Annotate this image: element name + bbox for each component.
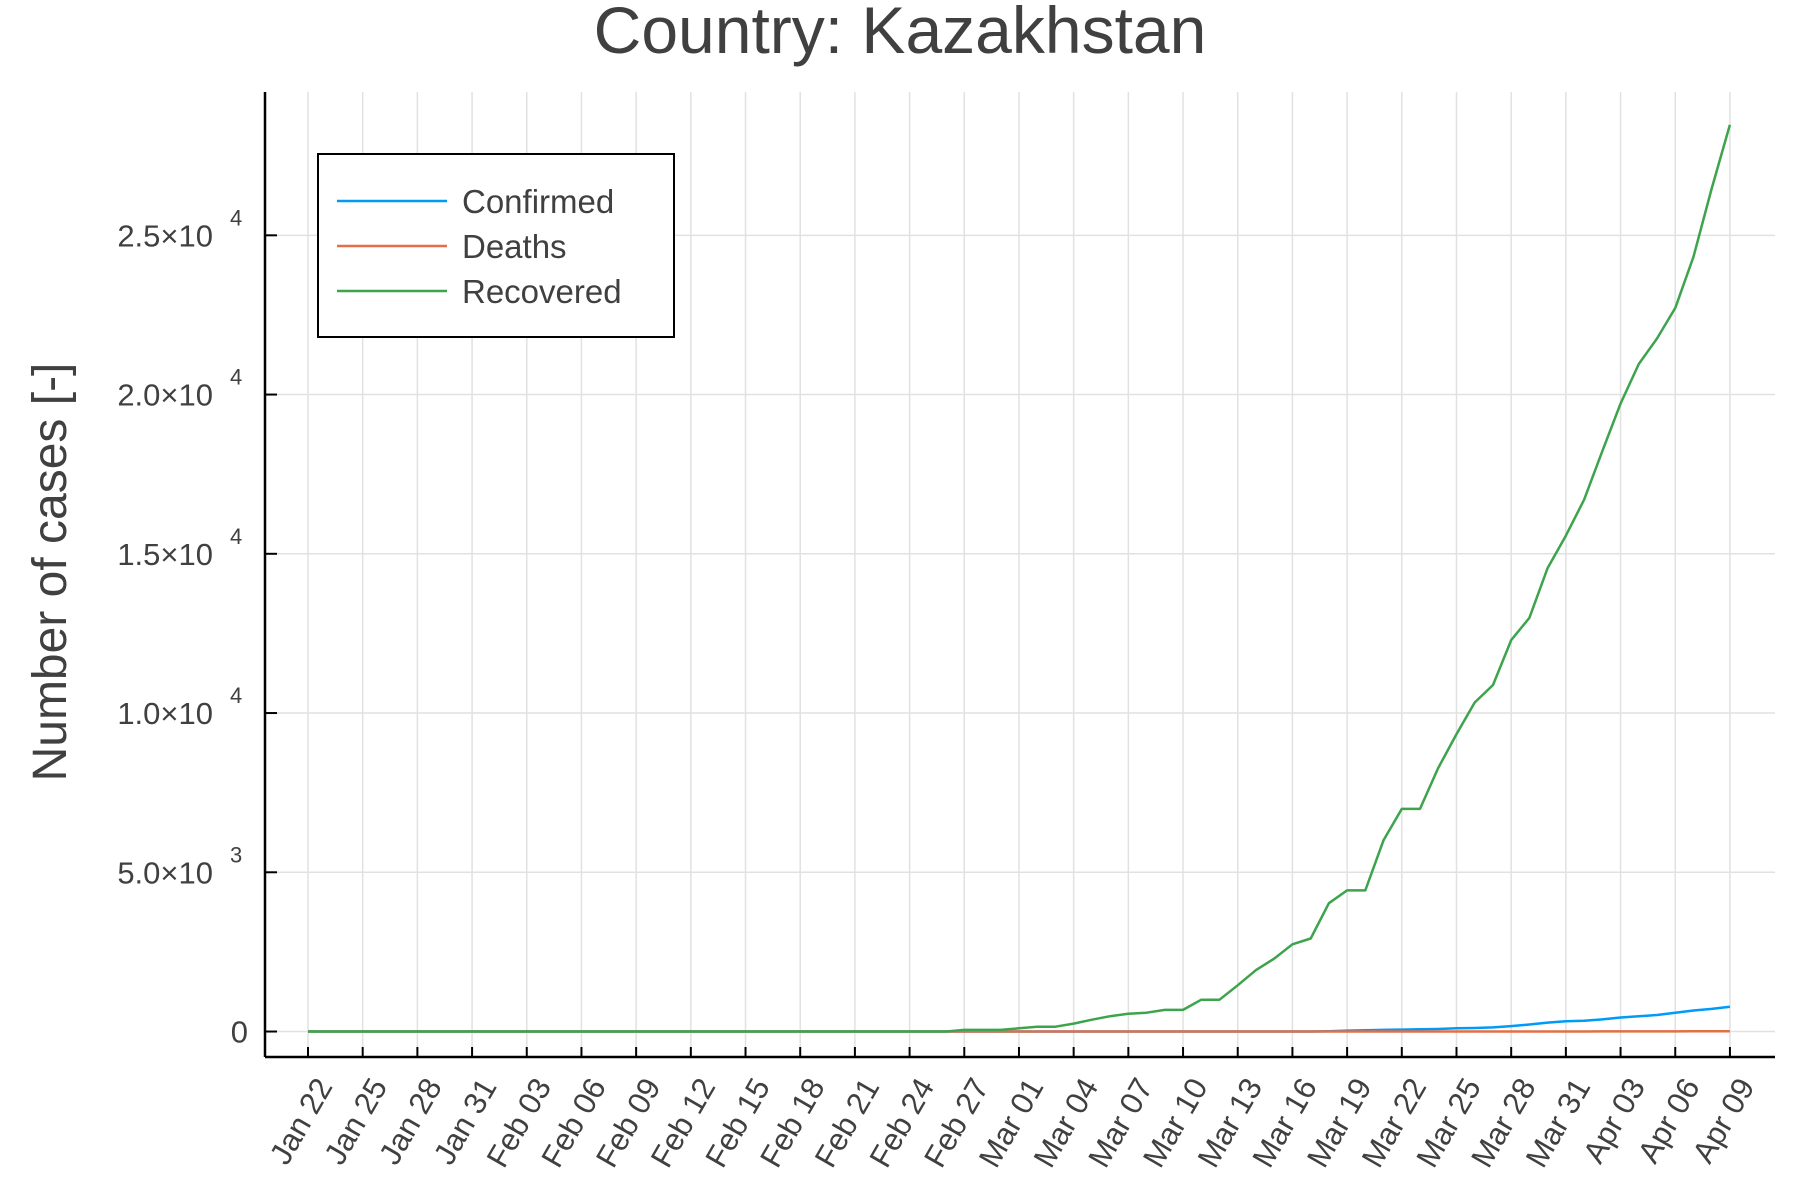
legend-label-confirmed: Confirmed [462,183,614,220]
y-tick-exponent: 3 [230,842,242,867]
series-line-recovered [308,124,1732,1033]
y-tick-label: 2.0×10 [117,378,213,413]
y-axis-ticks: 0 5.0×10 3 1.0×10 4 1.5×10 4 2.0×10 4 2.5×10 4 [117,205,277,1050]
y-tick-label: 0 [231,1015,248,1050]
y-tick-label: 1.0×10 [117,696,213,731]
legend: Confirmed Deaths Recovered [317,153,675,338]
y-tick-label: 5.0×10 [117,855,213,890]
legend-label-recovered: Recovered [462,273,622,310]
chart-title: Country: Kazakhstan [594,0,1207,67]
axes [263,92,1775,1059]
y-tick-label: 1.5×10 [117,537,213,572]
y-tick-exponent: 4 [230,205,242,230]
series-lines [308,124,1732,1033]
y-tick-exponent: 4 [230,365,242,390]
y-tick-exponent: 4 [230,683,242,708]
legend-items: Confirmed Deaths Recovered [337,183,622,310]
y-tick-exponent: 4 [230,524,242,549]
legend-label-deaths: Deaths [462,228,567,265]
y-axis-label: Number of cases [-] [24,363,77,782]
y-tick-label: 2.5×10 [117,218,213,253]
